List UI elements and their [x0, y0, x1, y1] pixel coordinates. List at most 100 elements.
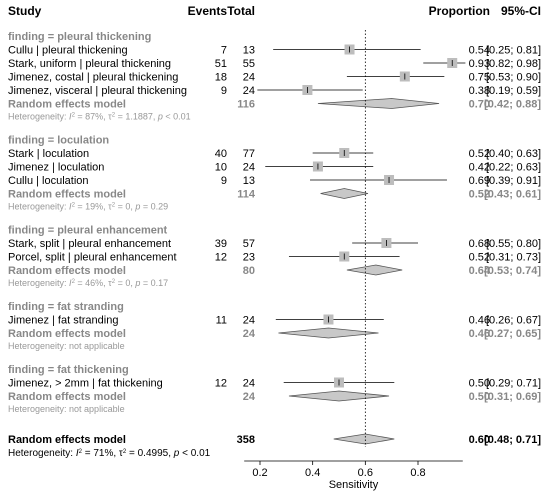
study-total: 13	[243, 45, 255, 57]
subgroup-summary-label: Random effects model	[8, 328, 126, 340]
study-proportion: 0.42	[469, 162, 490, 174]
study-ci: [0.39; 0.91]	[486, 175, 541, 187]
subgroup-heterogeneity: Heterogeneity: not applicable	[8, 404, 125, 414]
subgroup-summary-label: Random effects model	[8, 99, 126, 111]
study-ci: [0.82; 0.98]	[486, 58, 541, 70]
x-axis-label: Sensitivity	[329, 479, 379, 491]
subgroup-heterogeneity: Heterogeneity: not applicable	[8, 341, 125, 351]
study-ci: [0.55; 0.80]	[486, 238, 541, 250]
header-events: Events	[188, 4, 228, 18]
study-total: 23	[243, 252, 255, 264]
subgroup-diamond	[288, 390, 390, 402]
study-events: 39	[215, 238, 227, 250]
x-axis: 0.2 0.4 0.6 0.8 Sensitivity	[244, 460, 463, 491]
study-events: 10	[215, 162, 227, 174]
overall-total: 358	[237, 434, 255, 446]
forest-rows: finding = pleural thickening Cullu | pleu…	[8, 30, 541, 459]
subgroup-ci: [0.42; 0.88]	[484, 99, 541, 111]
study-events: 11	[216, 315, 227, 327]
subgroup-total: 80	[243, 265, 255, 277]
study-ci: [0.31; 0.73]	[486, 252, 541, 264]
study-events: 7	[221, 45, 227, 57]
subgroup-ci: [0.27; 0.65]	[484, 328, 541, 340]
study-name: Jimenez, visceral | pleural thickening	[8, 85, 187, 97]
study-total: 57	[243, 238, 255, 250]
subgroup-summary-label: Random effects model	[8, 189, 126, 201]
subgroup-heading: finding = loculation	[8, 135, 109, 147]
study-proportion: 0.68	[469, 238, 490, 250]
subgroup-ci: [0.53; 0.74]	[484, 265, 541, 277]
subgroup-diamond	[317, 98, 440, 109]
study-proportion: 0.75	[469, 72, 490, 84]
x-tick-label: 0.6	[358, 467, 373, 479]
subgroup-summary-label: Random effects model	[8, 391, 126, 403]
overall-proportion: 0.60	[469, 434, 490, 446]
study-events: 9	[221, 175, 227, 187]
subgroup-summary-label: Random effects model	[8, 265, 126, 277]
subgroup-heading: finding = fat thickening	[8, 364, 129, 376]
subgroup-ci: [0.31; 0.69]	[484, 391, 541, 403]
subgroup-heading: finding = pleural enhancement	[8, 225, 168, 237]
study-events: 12	[215, 252, 227, 264]
overall-ci: [0.48; 0.71]	[484, 434, 541, 446]
study-proportion: 0.93	[469, 58, 490, 70]
overall-summary-label: Random effects model	[8, 434, 126, 446]
study-ci: [0.26; 0.67]	[486, 315, 541, 327]
x-tick-label: 0.8	[410, 467, 425, 479]
study-events: 9	[221, 85, 227, 97]
study-ci: [0.29; 0.71]	[486, 378, 541, 390]
subgroup-total: 114	[237, 189, 256, 201]
study-proportion: 0.52	[469, 148, 490, 160]
study-events: 51	[215, 58, 227, 70]
subgroup-total: 24	[243, 328, 256, 340]
study-total: 24	[243, 315, 255, 327]
study-total: 77	[243, 148, 255, 160]
header-total: Total	[227, 4, 255, 18]
study-events: 18	[215, 72, 227, 84]
column-header: Study Events Total Proportion 95%-CI	[8, 4, 541, 18]
subgroup-heterogeneity: Heterogeneity: I2 = 87%, τ2 = 1.1887, p …	[8, 112, 191, 122]
subgroup-heading: finding = pleural thickening	[8, 31, 151, 43]
study-name: Jimenez, > 2mm | fat thickening	[8, 378, 163, 390]
subgroup-heterogeneity: Heterogeneity: I2 = 19%, τ2 = 0, p = 0.2…	[8, 202, 168, 212]
study-proportion: 0.54	[469, 45, 490, 57]
subgroup-diamond	[346, 264, 403, 276]
subgroup-proportion: 0.70	[469, 99, 490, 111]
subgroup-diamond	[278, 327, 379, 339]
study-proportion: 0.69	[469, 175, 490, 187]
study-name: Stark | loculation	[8, 148, 89, 160]
study-events: 12	[215, 378, 227, 390]
overall-heterogeneity: Heterogeneity: I2 = 71%, τ2 = 0.4995, p …	[8, 448, 211, 459]
subgroup-proportion: 0.64	[469, 265, 491, 277]
study-events: 40	[215, 148, 227, 160]
study-ci: [0.22; 0.63]	[486, 162, 541, 174]
x-tick-label: 0.2	[252, 467, 267, 479]
study-proportion: 0.38	[469, 85, 490, 97]
study-proportion: 0.52	[469, 252, 490, 264]
study-ci: [0.19; 0.59]	[486, 85, 541, 97]
study-total: 24	[243, 378, 255, 390]
subgroup-proportion: 0.50	[469, 391, 490, 403]
study-name: Cullu | pleural thickening	[8, 45, 128, 57]
study-total: 24	[243, 85, 255, 97]
subgroup-total: 116	[237, 99, 255, 111]
study-name: Porcel, split | pleural enhancement	[8, 252, 177, 264]
header-ci: 95%-CI	[501, 4, 541, 18]
study-name: Jimenez | fat stranding	[8, 315, 118, 327]
header-study: Study	[8, 4, 42, 18]
study-ci: [0.40; 0.63]	[486, 148, 541, 160]
study-proportion: 0.46	[469, 315, 490, 327]
study-name: Jimenez, costal | pleural thickening	[8, 72, 178, 84]
subgroup-proportion: 0.46	[469, 328, 490, 340]
study-name: Stark, uniform | pleural thickening	[8, 58, 171, 70]
study-total: 24	[243, 162, 255, 174]
header-proportion: Proportion	[429, 4, 490, 18]
subgroup-heading: finding = fat stranding	[8, 301, 124, 313]
study-total: 13	[243, 175, 255, 187]
subgroup-ci: [0.43; 0.61]	[484, 189, 541, 201]
subgroup-diamond	[320, 188, 369, 199]
study-ci: [0.25; 0.81]	[486, 45, 541, 57]
study-proportion: 0.50	[469, 378, 490, 390]
subgroup-proportion: 0.52	[469, 189, 490, 201]
study-name: Cullu | loculation	[8, 175, 89, 187]
